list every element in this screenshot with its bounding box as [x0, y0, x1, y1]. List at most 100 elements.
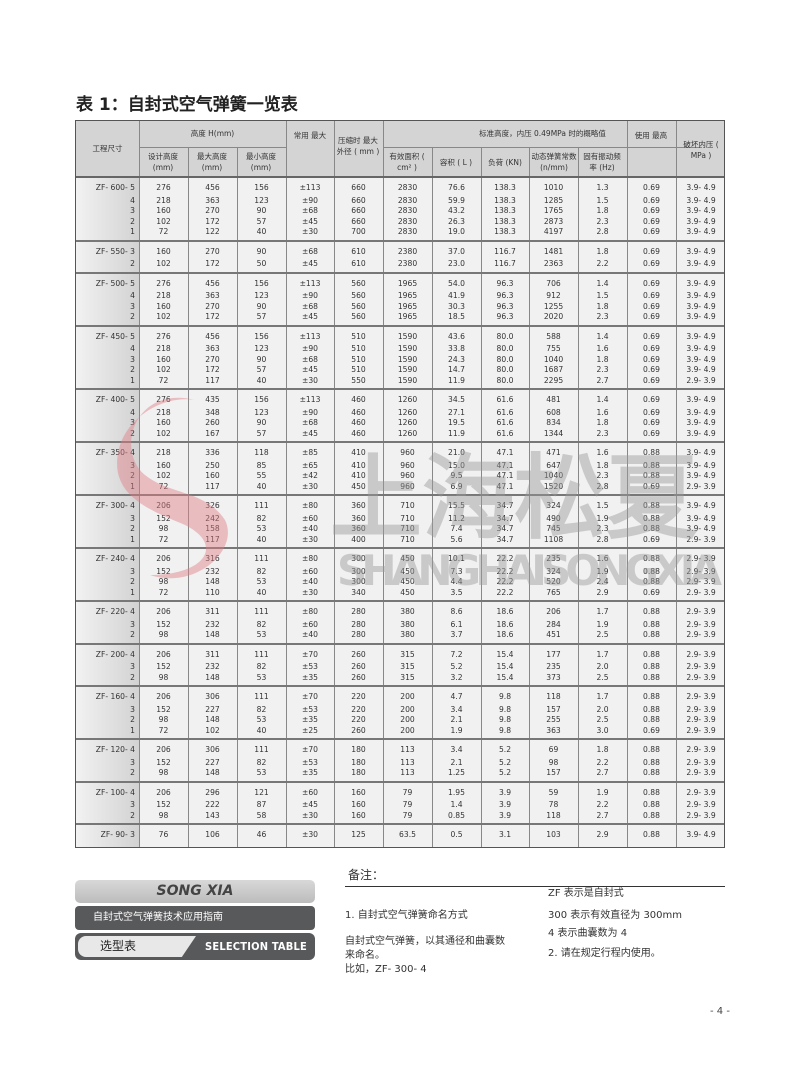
cell-spring-constant: 157 — [546, 768, 561, 777]
cell-area: 113 — [400, 757, 415, 767]
cell-max-use-pressure: 0.69 — [643, 331, 660, 341]
cell-burst-pressure: 3.9- 4.9 — [686, 501, 716, 510]
cell-stroke: ±60 — [301, 619, 319, 629]
cell-design-height: 72 — [158, 375, 169, 385]
cell-max-use-pressure: 0.88 — [643, 715, 660, 724]
cell-stroke: ±30 — [301, 810, 319, 820]
cell-load: 61.6 — [496, 428, 514, 438]
cell-min-height: 156 — [254, 331, 269, 341]
cell-model: 2 — [130, 810, 135, 820]
cell-max-od: 660 — [351, 216, 366, 226]
cell-max-height: 110 — [205, 587, 220, 597]
cell-spring-constant: 745 — [546, 524, 561, 533]
cell-max-od: 280 — [351, 607, 366, 616]
cell-design-height: 152 — [156, 566, 171, 576]
cell-stroke: ±35 — [301, 768, 319, 777]
cell-min-height: 123 — [254, 195, 269, 205]
cell-frequency: 2.8 — [596, 534, 609, 544]
cell-load: 80.0 — [496, 344, 514, 353]
cell-load: 22.2 — [496, 566, 514, 576]
cell-max-od: 360 — [351, 524, 366, 533]
cell-volume: 2.1 — [450, 757, 463, 767]
cell-max-use-pressure: 0.69 — [643, 246, 660, 256]
cell-stroke: ±25 — [301, 725, 319, 735]
cell-spring-constant: 1040 — [543, 471, 564, 480]
cell-frequency: 2.2 — [596, 259, 609, 268]
cell-model: ZF- 220- 4 — [95, 607, 135, 616]
cell-area: 200 — [400, 725, 415, 735]
table-row: 3 160 270 90 ±68 660 2830 43.2 138.3 1765 1.8 0.69 3… — [76, 205, 724, 216]
cell-model: ZF- 90- 3 — [100, 830, 135, 839]
cell-frequency: 2.3 — [596, 428, 609, 438]
cell-design-height: 160 — [156, 418, 171, 427]
cell-load: 3.1 — [498, 830, 512, 839]
cell-stroke: ±80 — [301, 501, 319, 510]
cell-model: 2 — [130, 428, 135, 438]
cell-load: 96.3 — [496, 312, 514, 321]
cell-burst-pressure: 3.9- 4.9 — [686, 331, 716, 341]
cell-design-height: 276 — [156, 183, 171, 192]
cell-area: 79 — [402, 787, 413, 797]
cell-volume: 33.8 — [448, 344, 465, 353]
cell-max-use-pressure: 0.88 — [643, 630, 660, 639]
table-row: 2 102 172 50 ±45 610 2380 23.0 116.7 2363 2.2 0.69 3… — [76, 258, 724, 269]
cell-max-height: 456 — [205, 183, 220, 192]
cell-max-use-pressure: 0.88 — [643, 566, 660, 576]
cell-max-height: 102 — [205, 725, 220, 735]
cell-model: ZF- 400- 5 — [95, 395, 135, 404]
cell-max-use-pressure: 0.88 — [643, 577, 660, 586]
cell-load: 18.6 — [496, 619, 514, 629]
cell-spring-constant: 1687 — [543, 365, 564, 374]
cell-max-use-pressure: 0.88 — [643, 810, 660, 820]
cell-volume: 9.5 — [450, 471, 463, 480]
cell-volume: 26.3 — [448, 216, 465, 226]
cell-max-od: 180 — [351, 768, 366, 777]
cell-load: 34.7 — [496, 524, 514, 533]
cell-burst-pressure: 3.9- 4.9 — [686, 312, 716, 321]
cell-max-od: 660 — [351, 183, 366, 192]
cell-max-od: 160 — [351, 800, 366, 809]
cell-frequency: 2.7 — [596, 375, 609, 385]
cell-design-height: 72 — [158, 725, 169, 735]
cell-min-height: 156 — [254, 183, 269, 192]
table-row: ZF- 550- 3 160 270 90 ±68 610 2380 37.0 116.7 148… — [76, 246, 724, 257]
cell-frequency: 2.2 — [596, 757, 609, 767]
cell-burst-pressure: 2.9- 3.9 — [686, 810, 716, 820]
table-row: 2 98 158 53 ±40 360 710 7.4 34.7 745 2.3 0.88 3.9- 4… — [76, 523, 724, 534]
cell-stroke: ±68 — [301, 354, 319, 364]
cell-area: 1965 — [397, 312, 418, 321]
cell-min-height: 53 — [256, 630, 267, 639]
table-row: 3 152 232 82 ±53 260 315 5.2 15.4 235 2.0 0.88 2.9- … — [76, 661, 724, 672]
cell-stroke: ±60 — [301, 566, 319, 576]
cell-model: 3 — [130, 662, 135, 671]
cell-volume: 7.3 — [450, 566, 463, 576]
cell-load: 22.2 — [496, 587, 514, 597]
cell-design-height: 152 — [156, 662, 171, 671]
cell-max-height: 316 — [205, 554, 220, 563]
cell-frequency: 2.3 — [596, 312, 609, 321]
cell-spring-constant: 1108 — [543, 534, 564, 544]
cell-design-height: 102 — [156, 365, 171, 374]
table-row: 1 72 110 40 ±30 340 450 3.5 22.2 765 2.9 0.69 2.9- 3… — [76, 587, 724, 598]
cell-spring-constant: 324 — [546, 501, 561, 510]
cell-max-height: 270 — [205, 246, 220, 256]
cell-stroke: ±65 — [301, 460, 319, 470]
cell-load: 5.2 — [498, 745, 512, 754]
cell-burst-pressure: 2.9- 3.9 — [686, 672, 716, 682]
cell-spring-constant: 647 — [546, 460, 561, 470]
cell-min-height: 82 — [256, 704, 267, 714]
cell-area: 2830 — [397, 183, 418, 192]
cell-design-height: 102 — [156, 312, 171, 321]
cell-max-use-pressure: 0.88 — [643, 524, 660, 533]
cell-model: ZF- 450- 5 — [95, 331, 135, 341]
cell-model: 3 — [130, 800, 135, 809]
cell-spring-constant: 490 — [546, 513, 561, 523]
cell-design-height: 72 — [158, 534, 169, 544]
cell-load: 47.1 — [496, 448, 514, 457]
cell-max-use-pressure: 0.69 — [643, 195, 660, 205]
cell-model: 1 — [130, 534, 135, 544]
note-right-2: 300 表示有效直径为 300mm — [548, 910, 683, 921]
cell-max-od: 510 — [351, 365, 366, 374]
cell-min-height: 156 — [254, 278, 269, 288]
cell-max-height: 160 — [205, 471, 220, 480]
